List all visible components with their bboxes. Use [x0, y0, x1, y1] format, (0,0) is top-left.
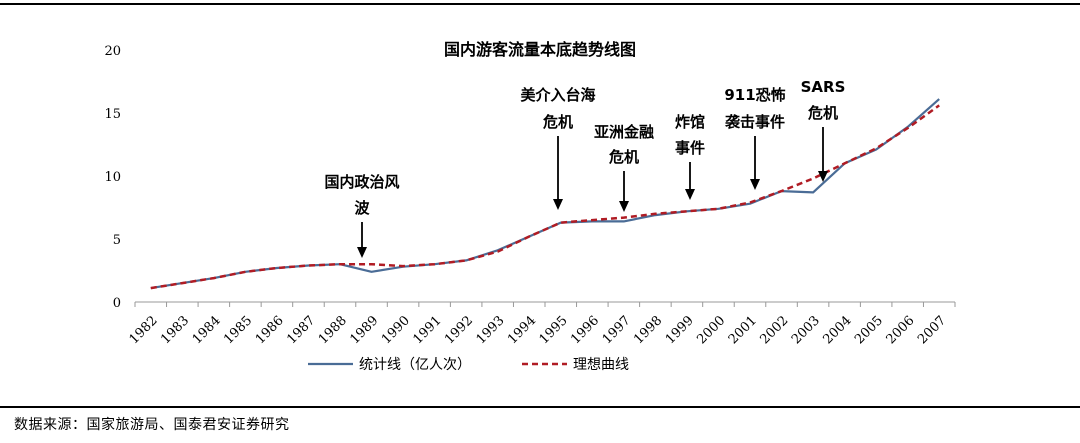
y-tick-label: 0 — [113, 296, 121, 311]
x-tick-label: 2000 — [694, 313, 728, 347]
y-axis-ticks: 0 5 10 15 20 — [104, 44, 121, 311]
x-tick-label: 1988 — [316, 313, 350, 347]
series-ideal-curve — [150, 104, 940, 290]
y-tick-label: 10 — [104, 170, 121, 185]
annotation-label: 事件 — [675, 139, 705, 157]
legend-label: 统计线（亿人次） — [359, 357, 471, 373]
annotation-label: 波 — [354, 199, 370, 217]
chart-title: 国内游客流量本底趋势线图 — [444, 40, 636, 59]
x-tick-label: 1992 — [442, 313, 476, 347]
x-tick-label: 1991 — [411, 313, 445, 347]
annotation-label: 袭击事件 — [724, 113, 785, 131]
x-tick-label: 2006 — [884, 313, 918, 347]
x-tick-label: 1999 — [663, 313, 697, 347]
legend: 统计线（亿人次） 理想曲线 — [308, 357, 629, 373]
annotation-arrow-head — [750, 179, 760, 190]
annotation-arrow-head — [818, 171, 828, 182]
x-tick-label: 1995 — [537, 313, 571, 347]
x-tick-label: 2005 — [852, 313, 886, 347]
x-tick-label: 1990 — [379, 313, 413, 347]
x-tick-label: 1997 — [600, 313, 634, 347]
annotation-arrow-head — [357, 247, 367, 258]
x-tick-label: 1989 — [347, 313, 381, 347]
annotation-label: 美介入台海 — [520, 86, 595, 104]
bottom-rule — [0, 406, 1080, 408]
x-tick-label: 1984 — [190, 313, 224, 347]
x-tick-label: 1986 — [253, 313, 287, 347]
annotation-label: 911恐怖 — [724, 86, 785, 104]
x-tick-label: 2007 — [915, 313, 949, 347]
annotation-label: 危机 — [609, 148, 639, 166]
x-axis: 1982198319841985198619871988198919901991… — [127, 301, 956, 347]
legend-label: 理想曲线 — [573, 357, 629, 373]
x-tick-label: 2001 — [726, 313, 760, 347]
x-tick-label: 1993 — [474, 313, 508, 347]
y-tick-label: 15 — [104, 107, 121, 122]
annotation-label: 危机 — [543, 113, 573, 131]
x-tick-label: 2003 — [789, 313, 823, 347]
annotation-label: 炸馆 — [675, 113, 705, 131]
annotation-label: 亚洲金融 — [594, 123, 654, 141]
x-tick-label: 1996 — [568, 313, 602, 347]
x-tick-label: 1983 — [158, 313, 192, 347]
x-tick-label: 2004 — [821, 313, 855, 347]
y-tick-label: 20 — [104, 44, 121, 59]
top-rule — [0, 3, 1080, 5]
series-lines — [150, 98, 940, 290]
x-tick-label: 1998 — [631, 313, 665, 347]
y-tick-label: 5 — [113, 233, 121, 248]
x-tick-label: 1994 — [505, 313, 539, 347]
annotation-arrow-head — [553, 199, 563, 210]
source-note: 数据来源：国家旅游局、国泰君安证券研究 — [14, 417, 290, 433]
annotation-label: SARS — [801, 78, 846, 96]
annotation-arrow-head — [685, 189, 695, 200]
annotation-arrow-head — [619, 201, 629, 212]
annotation-label: 国内政治风 — [324, 173, 399, 191]
x-tick-label: 2002 — [757, 313, 791, 347]
x-tick-label: 1985 — [221, 313, 255, 347]
x-tick-label: 1987 — [284, 313, 318, 347]
annotation-label: 危机 — [808, 104, 838, 122]
x-tick-label: 1982 — [127, 313, 161, 347]
